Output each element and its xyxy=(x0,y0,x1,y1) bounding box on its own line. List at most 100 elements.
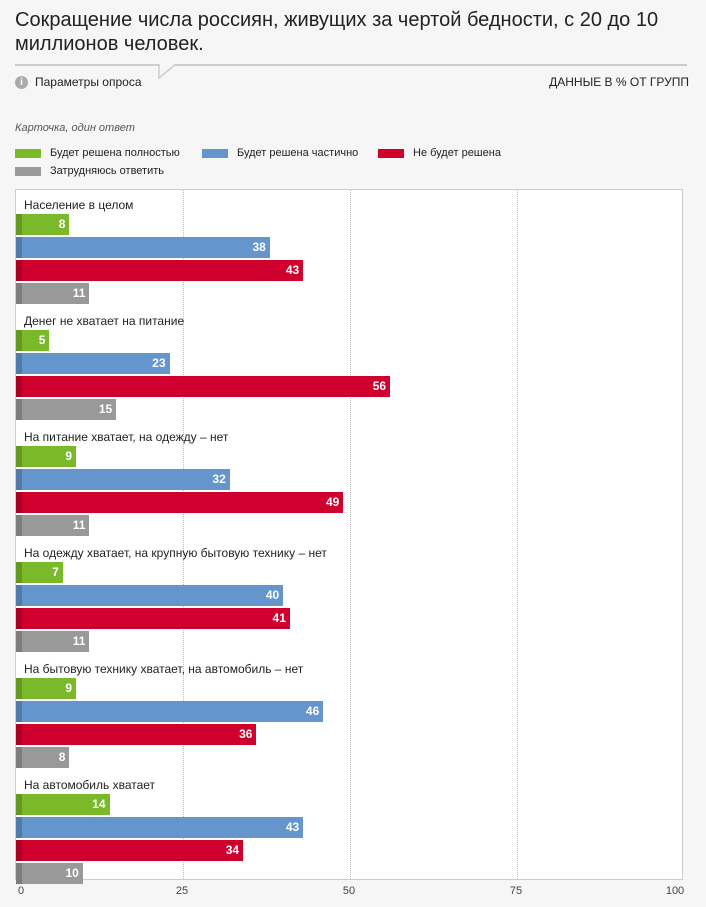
group-label: На одежду хватает, на крупную бытовую те… xyxy=(24,546,327,560)
x-tick-label: 75 xyxy=(509,885,523,897)
bar: 23 xyxy=(16,353,170,374)
legend-swatch xyxy=(15,166,41,176)
bar-value-label: 46 xyxy=(305,704,320,718)
bar: 56 xyxy=(16,376,391,397)
bar-value-label: 11 xyxy=(72,634,86,648)
legend-label: Затрудняюсь ответить xyxy=(50,165,165,177)
bar-value-label: 43 xyxy=(285,820,300,834)
group-label: На бытовую технику хватает, на автомобил… xyxy=(24,662,304,676)
info-icon[interactable]: i xyxy=(15,76,28,89)
bar-value-label: 10 xyxy=(65,866,79,880)
gridline xyxy=(183,190,184,879)
bar-value-label: 36 xyxy=(239,727,253,741)
bar-value-label: 40 xyxy=(265,588,280,602)
bar: 43 xyxy=(16,260,304,281)
bar-value-label: 23 xyxy=(152,356,166,370)
bar: 14 xyxy=(16,794,110,815)
bar-base xyxy=(16,492,22,513)
bar: 11 xyxy=(16,631,90,652)
bar-base xyxy=(16,469,22,490)
group-label: Денег не хватает на питание xyxy=(24,314,185,328)
bar-base xyxy=(16,515,22,536)
header-divider xyxy=(15,64,687,66)
bar-base xyxy=(16,330,22,351)
bar-value-label: 7 xyxy=(52,565,59,579)
bar: 11 xyxy=(16,283,90,304)
bar-base xyxy=(16,214,22,235)
bar: 15 xyxy=(16,399,117,420)
bar-base xyxy=(16,585,22,606)
bar: 40 xyxy=(16,585,284,606)
question-type: Карточка, один ответ xyxy=(15,122,135,134)
bar-base xyxy=(16,608,22,629)
chart-title: Сокращение числа россиян, живущих за чер… xyxy=(15,9,659,55)
legend-item: Будет решена частично xyxy=(202,147,358,159)
bar-value-label: 8 xyxy=(58,217,66,231)
plot-area: Население в целом 8 38 43 11 Денег не хватает… xyxy=(15,189,683,884)
bar: 11 xyxy=(16,515,90,536)
bar: 9 xyxy=(16,678,77,699)
bar-value-label: 8 xyxy=(58,750,66,764)
bar: 7 xyxy=(16,562,63,583)
bar-base xyxy=(16,446,22,467)
bar: 8 xyxy=(16,214,70,235)
bar-base xyxy=(16,399,22,420)
bar: 46 xyxy=(16,701,324,722)
bar-value-label: 15 xyxy=(98,402,113,416)
bar-base xyxy=(16,817,22,838)
legend-swatch xyxy=(15,148,41,158)
bar-value-label: 49 xyxy=(325,495,340,509)
x-tick-label: 0 xyxy=(17,885,25,897)
bar: 43 xyxy=(16,817,304,838)
bar-base xyxy=(16,237,22,258)
legend-item: Не будет решена xyxy=(378,147,501,159)
bar-value-label: 5 xyxy=(38,333,46,347)
bar: 36 xyxy=(16,724,257,745)
legend-swatch xyxy=(202,148,228,158)
bar-base xyxy=(16,794,22,815)
legend-label: Будет решена частично xyxy=(237,147,359,159)
bar-base xyxy=(16,840,22,861)
group-label: На питание хватает, на одежду – нет xyxy=(24,430,229,444)
legend-label: Будет решена полностью xyxy=(50,147,180,159)
units-label: ДАННЫЕ В % ОТ ГРУПП xyxy=(549,75,689,89)
bar-base xyxy=(16,724,22,745)
bar-value-label: 41 xyxy=(272,611,286,625)
divider-notch xyxy=(158,64,177,80)
x-tick-label: 50 xyxy=(342,885,356,897)
bar-value-label: 38 xyxy=(252,240,266,254)
group-label: Население в целом xyxy=(24,198,134,212)
bar-base xyxy=(16,562,22,583)
bar: 34 xyxy=(16,840,244,861)
bar: 5 xyxy=(16,330,50,351)
bar-value-label: 43 xyxy=(285,263,300,277)
bar-value-label: 11 xyxy=(72,286,86,300)
bar: 38 xyxy=(16,237,270,258)
gridline xyxy=(517,190,518,879)
bar: 9 xyxy=(16,446,77,467)
legend-label: Не будет решена xyxy=(413,147,501,159)
bar: 32 xyxy=(16,469,230,490)
bar-base xyxy=(16,283,22,304)
survey-params-link[interactable]: Параметры опроса xyxy=(35,75,142,89)
legend-item: Затрудняюсь ответить xyxy=(15,165,164,177)
bar-value-label: 32 xyxy=(212,472,226,486)
legend-swatch xyxy=(378,148,404,158)
bar-value-label: 11 xyxy=(72,518,86,532)
bar-value-label: 9 xyxy=(65,681,73,695)
x-tick-label: 100 xyxy=(665,885,685,897)
legend-item: Будет решена полностью xyxy=(15,147,180,159)
bar: 10 xyxy=(16,863,83,884)
bar-base xyxy=(16,863,22,884)
bar-base xyxy=(16,678,22,699)
bar-value-label: 34 xyxy=(225,843,240,857)
bar-base xyxy=(16,747,22,768)
bar: 41 xyxy=(16,608,290,629)
bar-base xyxy=(16,701,22,722)
bar: 49 xyxy=(16,492,344,513)
bar-value-label: 14 xyxy=(92,797,106,811)
bar-base xyxy=(16,631,22,652)
bar-base xyxy=(16,353,22,374)
bar-base xyxy=(16,260,22,281)
